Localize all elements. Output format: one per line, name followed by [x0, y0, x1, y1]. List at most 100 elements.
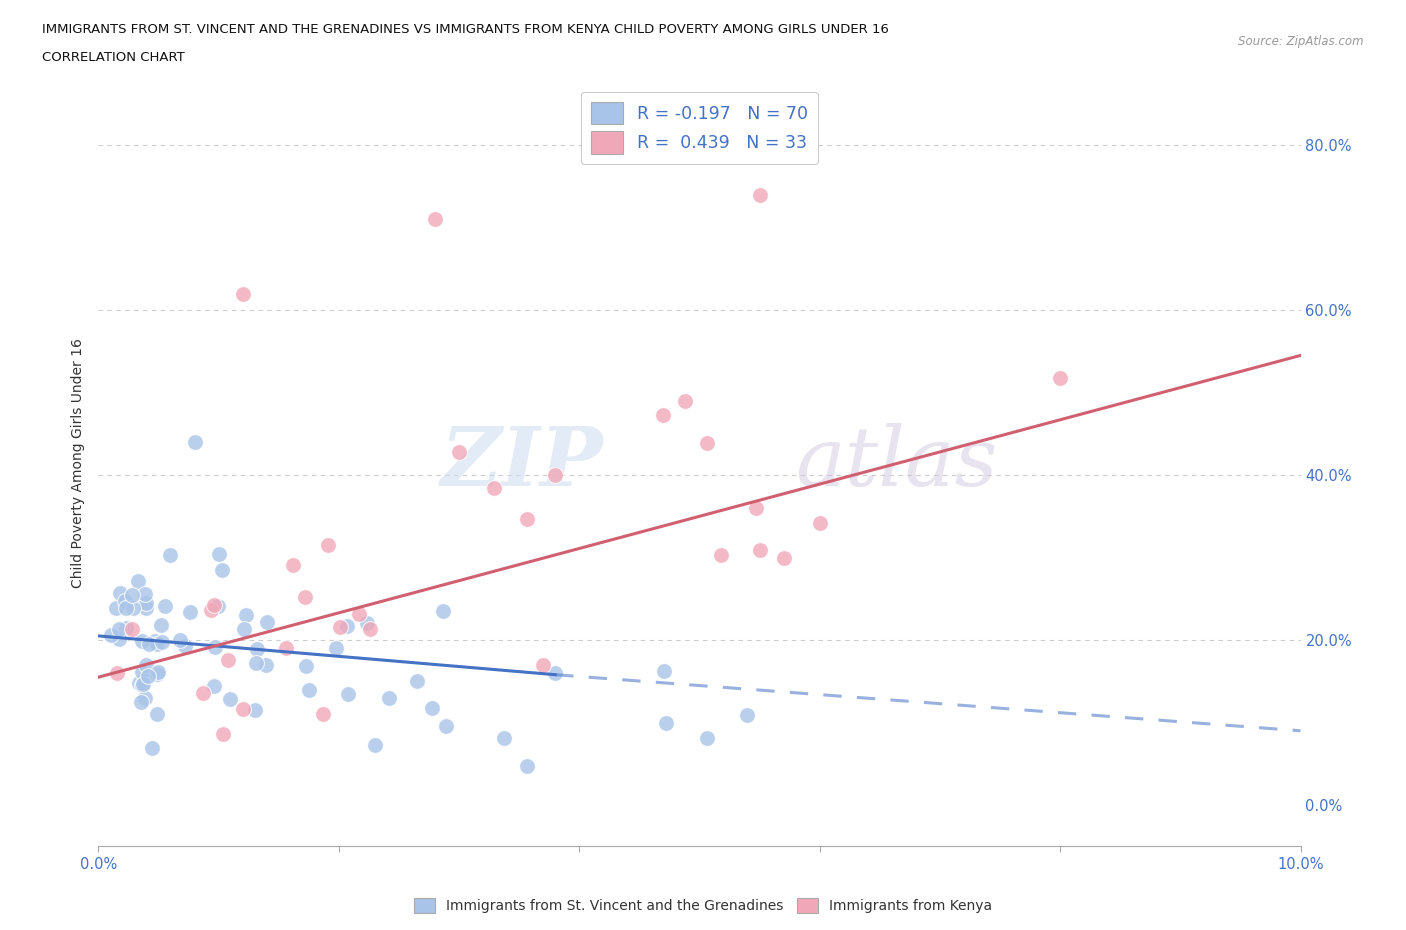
- Point: [232, 701, 254, 716]
- Point: [200, 603, 222, 618]
- Point: [232, 622, 254, 637]
- Y-axis label: Child Poverty Among Girls Under 16: Child Poverty Among Girls Under 16: [72, 338, 86, 588]
- Point: [316, 538, 339, 552]
- Point: [363, 737, 385, 752]
- Point: [356, 616, 378, 631]
- Point: [146, 707, 169, 722]
- Point: [108, 631, 131, 646]
- Point: [283, 557, 305, 572]
- Point: [533, 658, 555, 672]
- Point: [134, 586, 156, 601]
- Point: [298, 683, 321, 698]
- Point: [544, 468, 567, 483]
- Point: [494, 731, 516, 746]
- Point: [256, 615, 278, 630]
- Point: [107, 621, 129, 636]
- Point: [110, 586, 132, 601]
- Point: [737, 708, 759, 723]
- Point: [772, 551, 794, 565]
- Point: [132, 676, 155, 691]
- Point: [183, 434, 205, 449]
- Point: [1049, 370, 1071, 385]
- Point: [696, 436, 718, 451]
- Point: [748, 543, 770, 558]
- Point: [153, 599, 176, 614]
- Point: [432, 604, 454, 618]
- Point: [312, 707, 335, 722]
- Point: [744, 500, 766, 515]
- Point: [204, 639, 226, 654]
- Point: [114, 621, 136, 636]
- Point: [179, 604, 201, 619]
- Text: CORRELATION CHART: CORRELATION CHART: [42, 51, 186, 64]
- Point: [245, 656, 267, 671]
- Point: [482, 481, 505, 496]
- Point: [131, 678, 153, 693]
- Point: [274, 641, 297, 656]
- Point: [127, 574, 149, 589]
- Point: [359, 621, 381, 636]
- Point: [146, 666, 169, 681]
- Text: atlas: atlas: [796, 422, 998, 503]
- Point: [651, 407, 673, 422]
- Text: ZIP: ZIP: [440, 422, 603, 503]
- Point: [131, 695, 153, 710]
- Legend: Immigrants from St. Vincent and the Grenadines, Immigrants from Kenya: Immigrants from St. Vincent and the Gren…: [408, 892, 998, 919]
- Point: [138, 636, 160, 651]
- Point: [115, 601, 138, 616]
- Point: [114, 593, 136, 608]
- Point: [336, 686, 359, 701]
- Point: [325, 641, 347, 656]
- Point: [516, 759, 538, 774]
- Point: [211, 727, 233, 742]
- Point: [232, 286, 254, 301]
- Point: [107, 666, 129, 681]
- Text: Source: ZipAtlas.com: Source: ZipAtlas.com: [1239, 35, 1364, 48]
- Point: [246, 642, 269, 657]
- Point: [423, 212, 446, 227]
- Point: [122, 601, 145, 616]
- Point: [143, 633, 166, 648]
- Point: [145, 637, 167, 652]
- Point: [128, 676, 150, 691]
- Point: [254, 658, 277, 672]
- Point: [135, 596, 157, 611]
- Point: [243, 702, 266, 717]
- Point: [150, 618, 173, 632]
- Point: [748, 187, 770, 202]
- Point: [516, 512, 538, 526]
- Point: [235, 607, 257, 622]
- Point: [104, 601, 127, 616]
- Point: [336, 618, 359, 633]
- Point: [377, 690, 399, 705]
- Point: [141, 740, 163, 755]
- Point: [217, 653, 239, 668]
- Point: [347, 606, 370, 621]
- Point: [544, 666, 567, 681]
- Point: [710, 548, 733, 563]
- Point: [406, 673, 429, 688]
- Point: [138, 669, 160, 684]
- Point: [219, 692, 242, 707]
- Point: [173, 639, 195, 654]
- Point: [329, 619, 352, 634]
- Point: [135, 601, 157, 616]
- Point: [295, 658, 318, 673]
- Point: [100, 628, 122, 643]
- Point: [420, 701, 443, 716]
- Text: IMMIGRANTS FROM ST. VINCENT AND THE GRENADINES VS IMMIGRANTS FROM KENYA CHILD PO: IMMIGRANTS FROM ST. VINCENT AND THE GREN…: [42, 23, 889, 36]
- Point: [434, 718, 457, 733]
- Point: [202, 678, 225, 693]
- Point: [294, 590, 316, 604]
- Point: [121, 588, 143, 603]
- Point: [652, 664, 675, 679]
- Point: [150, 635, 173, 650]
- Point: [191, 685, 214, 700]
- Point: [148, 665, 170, 680]
- Point: [208, 547, 231, 562]
- Point: [211, 563, 233, 578]
- Point: [159, 548, 181, 563]
- Point: [447, 445, 470, 459]
- Point: [135, 658, 157, 672]
- Point: [207, 599, 229, 614]
